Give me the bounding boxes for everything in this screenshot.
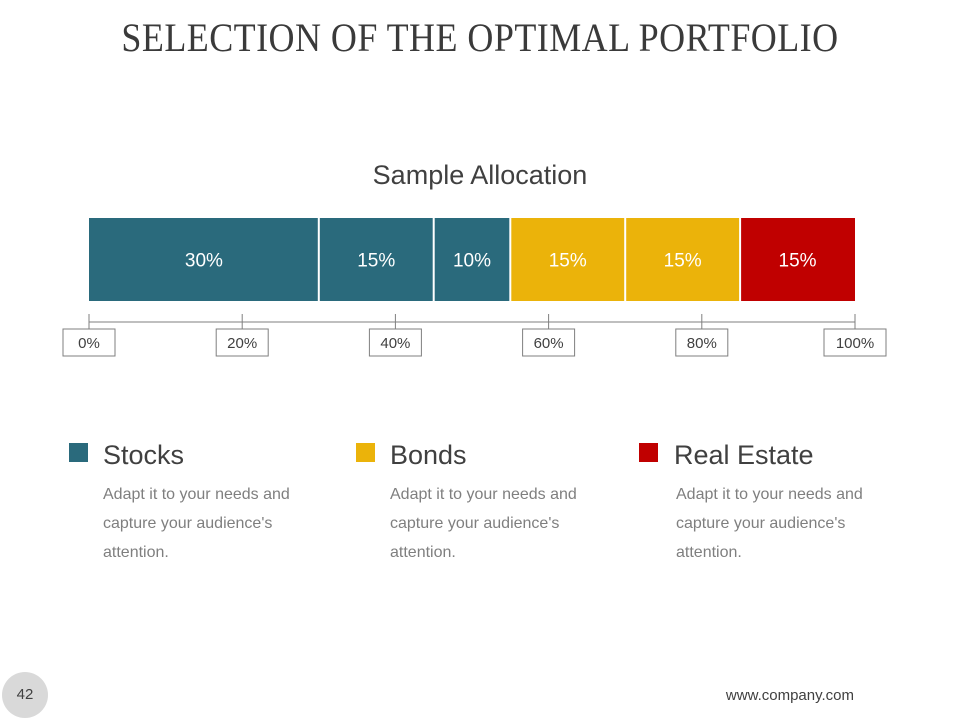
legend-name-real-estate: Real Estate xyxy=(674,440,814,470)
tick-label-box-60 xyxy=(522,328,576,357)
bar-segment-label-2: 15% xyxy=(357,251,395,272)
tick-label-0: 0% xyxy=(78,335,100,352)
tick-label-80: 80% xyxy=(687,335,717,352)
bar-segment-6 xyxy=(740,218,855,301)
tick-label-20: 20% xyxy=(227,335,257,352)
bar-segment-4 xyxy=(510,218,626,301)
bar-segment-5 xyxy=(625,218,741,301)
chart-title: Sample Allocation xyxy=(372,160,588,190)
legend-desc-real-estate: Adapt it to your needs and capture your … xyxy=(676,486,863,561)
tick-label-box-100 xyxy=(823,328,887,357)
bar-segment-label-1: 30% xyxy=(185,251,223,272)
bar-segment-3 xyxy=(433,218,511,301)
bar-segment-label-5: 15% xyxy=(664,251,702,272)
footer-url: www.company.com xyxy=(725,687,854,704)
tick-label-box-20 xyxy=(215,328,269,357)
tick-label-box-40 xyxy=(368,328,422,357)
allocation-chart: 30% 15% 10% 15% 15% 15% 0% 20% 40% 60% 80% 100% xyxy=(62,218,887,357)
bar-segment-2 xyxy=(318,218,434,301)
legend-swatch-stocks xyxy=(69,443,88,462)
legend-swatch-real-estate xyxy=(639,443,658,462)
legend-desc-stocks: Adapt it to your needs and capture your … xyxy=(103,486,290,561)
bar-segment-label-4: 15% xyxy=(549,251,587,272)
bar-segment-1 xyxy=(89,218,319,301)
tick-label-100: 100% xyxy=(836,335,874,352)
page-number-badge: 42 xyxy=(2,672,48,718)
tick-label-40: 40% xyxy=(380,335,410,352)
bar-segment-label-6: 15% xyxy=(779,251,817,272)
tick-label-60: 60% xyxy=(534,335,564,352)
bar-segment-label-3: 10% xyxy=(453,251,491,272)
slide-title: SELECTION OF THE OPTIMAL PORTFOLIO xyxy=(121,15,839,60)
legend-desc-bonds: Adapt it to your needs and capture your … xyxy=(390,486,577,561)
legend-name-stocks: Stocks xyxy=(103,440,185,470)
tick-label-box-80 xyxy=(675,328,729,357)
tick-label-box-0 xyxy=(62,328,116,357)
legend-swatch-bonds xyxy=(356,443,375,462)
legend-name-bonds: Bonds xyxy=(390,440,467,470)
